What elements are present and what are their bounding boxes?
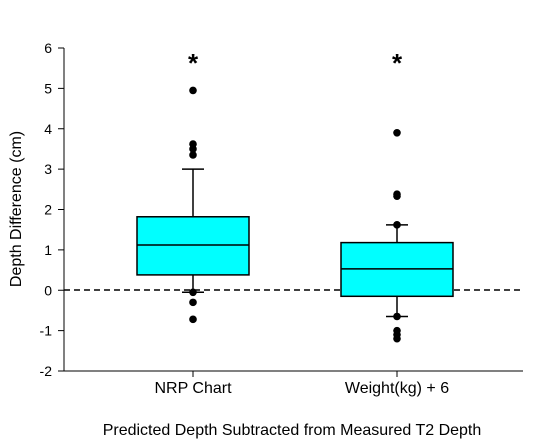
- y-tick-label: -2: [40, 363, 53, 379]
- outlier-point: [189, 86, 197, 95]
- outlier-point: [393, 190, 401, 198]
- outlier-point: [393, 312, 401, 321]
- x-tick-label: Weight(kg) + 6: [345, 380, 449, 397]
- x-ticks: NRP Chart Weight(kg) + 6: [154, 371, 449, 397]
- x-axis-label: Predicted Depth Subtracted from Measured…: [103, 422, 482, 439]
- iqr-box: [136, 216, 250, 276]
- box-group: *: [136, 48, 250, 324]
- y-tick-label: 6: [44, 40, 52, 56]
- y-tick-label: 0: [44, 282, 52, 298]
- y-tick-label: -1: [40, 323, 53, 339]
- outlier-point: [393, 128, 401, 137]
- outlier-point: [189, 140, 197, 148]
- significance-marker: *: [188, 48, 199, 78]
- y-tick-label: 1: [44, 242, 52, 258]
- box-series: * *: [136, 48, 454, 343]
- outlier-point: [189, 315, 197, 324]
- box-group: *: [340, 48, 454, 343]
- y-tick-label: 3: [44, 161, 52, 177]
- outlier-point: [393, 334, 401, 343]
- x-tick-label: NRP Chart: [154, 380, 232, 397]
- y-tick-label: 4: [44, 121, 52, 137]
- y-tick-label: 2: [44, 202, 52, 218]
- y-axis-label: Depth Difference (cm): [8, 131, 25, 287]
- outlier-point: [393, 221, 401, 229]
- significance-marker: *: [392, 48, 403, 78]
- outlier-point: [189, 298, 197, 307]
- outlier-point: [189, 288, 197, 297]
- y-tick-label: 5: [44, 80, 52, 96]
- y-ticks: -2 -1 0 1 2 3 4 5 6: [40, 40, 64, 379]
- outlier-point: [189, 151, 197, 159]
